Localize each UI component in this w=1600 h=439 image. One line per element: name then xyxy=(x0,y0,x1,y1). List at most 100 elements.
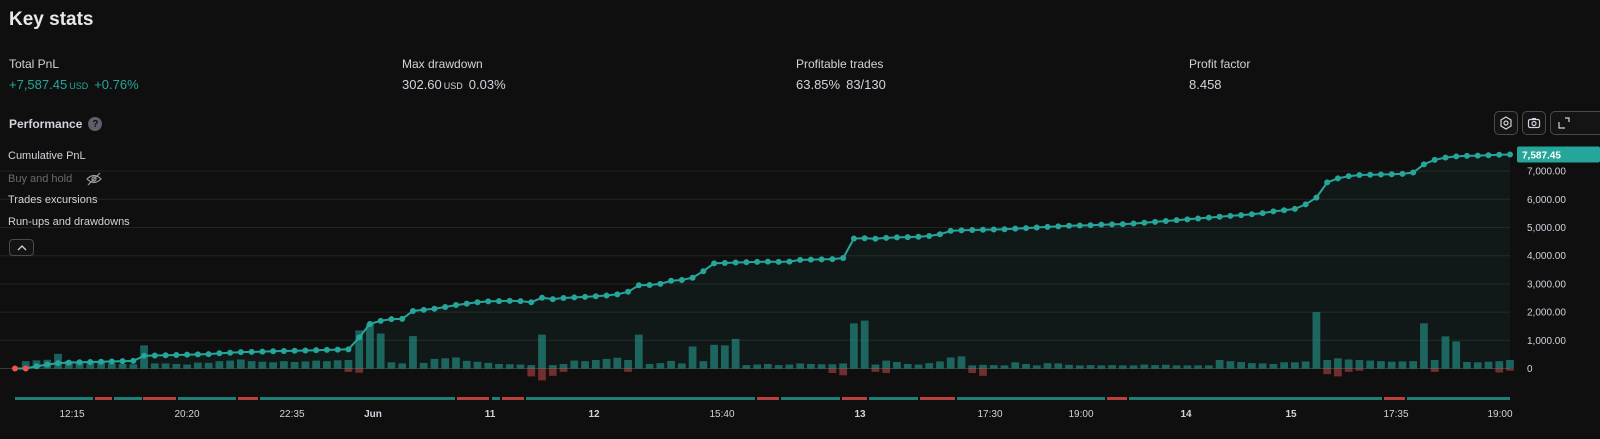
screenshot-button[interactable] xyxy=(1522,111,1546,135)
camera-icon xyxy=(1527,118,1541,129)
legend-label: Buy and hold xyxy=(8,173,73,185)
y-tick-label: 3,000.00 xyxy=(1527,279,1566,290)
runup-bar xyxy=(1334,358,1342,369)
question-circle-icon[interactable]: ? xyxy=(88,117,103,131)
pnl-point xyxy=(495,298,502,305)
x-tick-label: 20:20 xyxy=(174,409,199,420)
y-tick-label: 5,000.00 xyxy=(1527,223,1566,234)
runup-bar xyxy=(495,363,503,369)
legend-buy-and-hold[interactable]: Buy and hold xyxy=(8,172,103,186)
pnl-point xyxy=(1496,151,1503,158)
runup-bar xyxy=(753,364,761,369)
runup-bar xyxy=(624,360,632,369)
stat-number: 8.458 xyxy=(1189,77,1222,92)
pnl-point xyxy=(377,317,384,324)
runup-bar xyxy=(634,334,643,369)
pnl-point xyxy=(44,361,51,368)
runup-bar xyxy=(107,363,116,369)
pnl-point xyxy=(280,348,287,355)
pnl-point xyxy=(1270,208,1277,215)
drawdown-bar xyxy=(624,368,632,372)
timeline-segment xyxy=(920,397,955,400)
pnl-point xyxy=(1044,223,1051,230)
pnl-point xyxy=(506,297,513,304)
runup-bar xyxy=(312,360,321,369)
x-tick-label: 19:00 xyxy=(1068,409,1093,420)
pnl-point xyxy=(990,226,997,233)
timeline-segment xyxy=(95,397,112,400)
runup-bar xyxy=(764,363,772,369)
stat-value: 302.60 USD 0.03% xyxy=(402,77,506,92)
pnl-point xyxy=(1001,226,1008,233)
runup-bar xyxy=(97,361,105,369)
runup-bar xyxy=(1000,365,1009,369)
runup-bar xyxy=(914,364,923,369)
pnl-point xyxy=(958,227,965,234)
runup-bar xyxy=(193,362,202,369)
pnl-point xyxy=(625,288,632,295)
runup-bar xyxy=(1387,361,1396,369)
runup-bar xyxy=(215,361,224,369)
pnl-point xyxy=(334,346,341,353)
pnl-point xyxy=(1377,171,1384,178)
pnl-point xyxy=(1205,214,1212,221)
pnl-point xyxy=(1055,223,1062,230)
pnl-point xyxy=(173,351,180,358)
drawdown-bar xyxy=(828,368,837,374)
runup-bar xyxy=(548,365,557,369)
pnl-point xyxy=(1388,171,1395,178)
pnl-point xyxy=(829,256,836,263)
runup-bar xyxy=(1441,336,1450,369)
pnl-point xyxy=(442,304,449,311)
legend-trades-excursions[interactable]: Trades excursions xyxy=(8,194,97,206)
x-tick-label: 11 xyxy=(485,409,496,420)
runup-bar xyxy=(989,365,998,369)
pnl-point xyxy=(184,351,191,358)
runup-bar xyxy=(925,363,934,369)
pnl-point xyxy=(55,360,62,367)
timeline-segment xyxy=(238,397,258,400)
runup-bar xyxy=(1430,360,1439,369)
runup-bar xyxy=(591,360,600,369)
drawdown-bar xyxy=(344,368,353,372)
pnl-point xyxy=(1012,225,1019,232)
runup-bar xyxy=(290,362,299,369)
pnl-point xyxy=(979,226,986,233)
runup-bar xyxy=(86,362,95,369)
runup-bar xyxy=(387,362,396,369)
pnl-point xyxy=(22,365,29,372)
pnl-point xyxy=(592,293,599,300)
runup-bar xyxy=(946,357,955,369)
chevron-up-icon xyxy=(17,244,26,250)
stat-ratio: 83/130 xyxy=(846,77,886,92)
runup-bar xyxy=(204,362,213,369)
drawdown-bar xyxy=(1344,368,1353,372)
legend-runups-drawdowns[interactable]: Run-ups and drawdowns xyxy=(8,216,130,228)
collapse-legend-button[interactable] xyxy=(9,239,34,256)
runup-bar xyxy=(839,363,848,369)
drawdown-bar xyxy=(1506,368,1514,371)
runup-bar xyxy=(323,361,331,369)
runup-bar xyxy=(376,333,385,369)
pnl-point xyxy=(614,291,621,298)
runup-bar xyxy=(893,362,901,369)
y-tick-label: 0 xyxy=(1527,364,1533,375)
runup-bar xyxy=(1247,363,1256,369)
settings-button[interactable] xyxy=(1494,111,1518,135)
expand-button[interactable] xyxy=(1550,111,1600,135)
eye-off-icon[interactable] xyxy=(86,172,103,186)
runup-bar xyxy=(559,363,568,369)
pnl-point xyxy=(571,294,578,301)
pnl-point xyxy=(764,258,771,265)
pnl-point xyxy=(689,274,696,281)
pnl-point xyxy=(323,346,330,353)
pnl-point xyxy=(227,349,234,356)
legend-cumulative-pnl[interactable]: Cumulative PnL xyxy=(8,150,86,162)
pnl-point xyxy=(1420,161,1427,168)
x-axis: 12:15 20:20 22:35 Jun 11 12 15:40 13 17:30 19:00 1… xyxy=(59,409,1512,420)
runup-bar xyxy=(366,323,374,369)
stat-total-pnl: Total PnL +7,587.45 USD +0.76% xyxy=(9,57,139,92)
stat-profitable-trades: Profitable trades 63.85% 83/130 xyxy=(796,57,886,92)
runup-bar xyxy=(280,361,288,369)
